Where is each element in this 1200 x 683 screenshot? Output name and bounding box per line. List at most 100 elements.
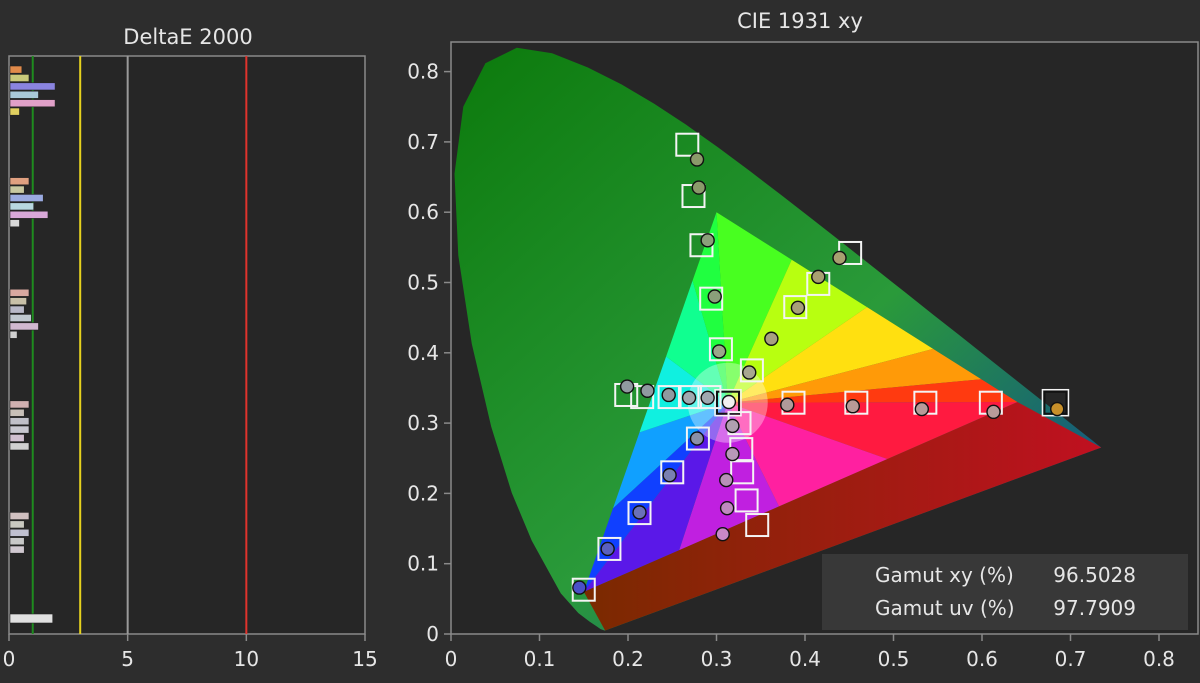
target-square (844, 390, 869, 415)
deltae-bar (9, 322, 39, 331)
deltae-bar (9, 442, 30, 451)
measured-point (689, 152, 705, 167)
target-square (708, 337, 733, 362)
measured-point (689, 431, 705, 446)
target-square (660, 460, 685, 485)
gamut-xy-label: Gamut xy (%) (875, 563, 1014, 587)
cie-x-tick-label: 0.1 (524, 647, 556, 671)
measured-point (790, 300, 806, 316)
cie-y-tick-label: 0.5 (407, 271, 439, 295)
gamut-region (727, 402, 888, 507)
measured-point (662, 467, 677, 483)
deltae-tick-label: 0 (3, 647, 16, 671)
measured-point (681, 390, 697, 405)
target-square (734, 488, 759, 513)
measured-point (725, 418, 740, 434)
target-square (597, 536, 622, 561)
measured-point (711, 344, 727, 359)
gamut-region (727, 348, 982, 403)
deltae-bar (9, 194, 44, 202)
target-square (745, 513, 770, 538)
deltae-tick-label: 15 (352, 647, 377, 671)
measured-point (661, 387, 676, 403)
deltae-tick-label: 10 (234, 647, 259, 671)
deltae-tick-label: 5 (121, 647, 134, 671)
cie-y-tick-label: 0.7 (407, 130, 439, 154)
cie-x-tick-label: 0 (445, 647, 458, 671)
deltae-bar (9, 528, 30, 537)
deltae-bar (9, 520, 25, 529)
gamut-stats-box: Gamut xy (%) 96.5028 Gamut uv (%) 97.790… (822, 554, 1188, 630)
deltae-bar (9, 210, 49, 219)
measured-point (619, 379, 635, 394)
deltae-bar (9, 99, 56, 108)
deltae-title: DeltaE 2000 (123, 25, 252, 49)
deltae-bar (9, 613, 54, 624)
measured-point (845, 399, 860, 414)
deltae-bar (9, 288, 30, 297)
target-square (657, 385, 682, 410)
cie-x-tick-label: 0.3 (701, 647, 733, 671)
cie-x-tick-label: 0.8 (1143, 647, 1175, 671)
cie-x-tick-label: 0.5 (878, 647, 910, 671)
measured-point (764, 331, 779, 346)
cie-y-tick-label: 0.4 (407, 341, 439, 365)
deltae-bar (9, 297, 27, 306)
deltae-bar (9, 537, 25, 546)
measured-point (700, 390, 715, 405)
target-square (697, 385, 722, 410)
cie-y-tick-label: 0 (426, 622, 439, 646)
deltae-bar (9, 408, 25, 417)
measured-points (572, 152, 1065, 595)
measured-point (986, 404, 1001, 420)
target-square (675, 132, 700, 157)
measured-point (700, 233, 715, 248)
deltae-bar (9, 90, 39, 99)
gamut-region (613, 402, 728, 509)
cie-title: CIE 1931 xy (737, 9, 863, 33)
target-square (730, 460, 755, 485)
gamut-xy-value: 96.5028 (1053, 563, 1136, 587)
deltae-bar (9, 512, 30, 520)
deltae-bar (9, 107, 20, 116)
measured-point (725, 446, 740, 462)
target-square (783, 295, 808, 320)
cie-y-tick-label: 0.8 (407, 60, 439, 84)
measured-point (780, 397, 795, 413)
measured-point (719, 500, 735, 516)
target-square (699, 286, 724, 311)
measured-point (640, 383, 655, 398)
target-square (739, 358, 764, 383)
deltae-reference-lines (31, 56, 248, 634)
deltae-plot-area (8, 55, 366, 635)
gamut-region (716, 212, 792, 403)
measured-point (914, 401, 930, 417)
deltae-bar (9, 74, 30, 82)
measured-point (600, 541, 615, 557)
deltae-bar (9, 82, 56, 91)
deltae-bar (9, 185, 25, 194)
deltae-x-ticks: 0 5 10 15 (3, 634, 378, 671)
cie-y-tick-label: 0.2 (407, 481, 439, 505)
deltae-bar (9, 202, 35, 211)
cie-y-tick-label: 0.3 (407, 411, 439, 435)
measured-point (832, 250, 847, 266)
deltae-bar (9, 314, 32, 322)
target-square (627, 501, 652, 526)
cie-y-tick-label: 0.6 (407, 200, 439, 224)
deltae-bar (9, 219, 20, 228)
measured-point (715, 526, 730, 542)
cie-y-ticks: 0 0.1 0.2 0.3 0.4 0.5 0.6 0.7 0.8 (407, 60, 451, 646)
cie-panel: CIE 1931 xy 0 0.1 0.2 0.3 0.4 0.5 0.6 0.7 0.8 0 0… (407, 9, 1199, 671)
measured-point (721, 394, 737, 410)
deltae-bar (9, 65, 23, 74)
deltae-bar (9, 305, 25, 314)
gamut-region (666, 280, 728, 403)
cie-x-ticks: 0 0.1 0.2 0.3 0.4 0.5 0.6 0.7 0.8 (445, 634, 1175, 671)
measured-point (632, 505, 647, 520)
spectral-locus-red-edge (583, 402, 1102, 631)
measured-point (719, 472, 734, 488)
measured-point (742, 365, 757, 380)
cie-x-tick-label: 0.6 (966, 647, 998, 671)
